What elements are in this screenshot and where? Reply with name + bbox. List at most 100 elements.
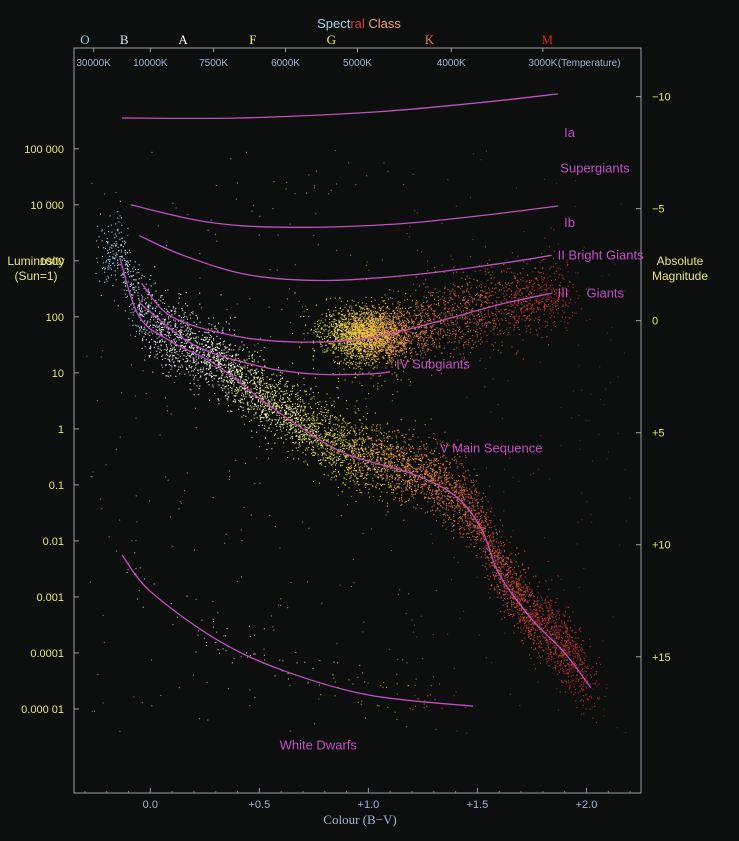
star-point xyxy=(289,398,291,400)
star-point xyxy=(189,329,191,331)
star-point xyxy=(585,667,587,669)
star-point xyxy=(204,362,206,364)
star-point xyxy=(320,459,322,461)
star-point xyxy=(312,413,314,415)
star-point xyxy=(401,498,403,500)
star-point xyxy=(238,379,240,381)
star-point xyxy=(216,343,218,345)
star-point xyxy=(470,497,472,499)
star-point xyxy=(467,514,469,516)
star-point xyxy=(451,487,453,489)
star-point xyxy=(292,412,294,414)
star-point xyxy=(521,619,523,621)
star-point xyxy=(184,325,186,327)
star-point xyxy=(479,512,481,514)
star-point xyxy=(473,490,475,492)
star-point xyxy=(359,451,361,453)
star-point xyxy=(582,668,584,670)
star-point xyxy=(280,423,282,425)
star-point xyxy=(279,428,281,430)
star-point xyxy=(107,266,109,268)
star-point xyxy=(526,620,528,622)
star-point xyxy=(450,518,452,520)
star-point xyxy=(225,355,227,357)
star-point xyxy=(479,530,481,532)
star-point xyxy=(340,465,342,467)
star-point xyxy=(507,579,509,581)
star-point xyxy=(270,409,272,411)
star-point xyxy=(245,393,247,395)
star-point xyxy=(427,497,429,499)
star-point xyxy=(328,432,330,434)
star-point xyxy=(356,452,358,454)
star-point xyxy=(478,492,480,494)
star-point xyxy=(285,382,287,384)
star-point xyxy=(344,484,346,486)
star-point xyxy=(141,313,143,315)
star-point xyxy=(517,588,519,590)
star-point xyxy=(138,308,140,310)
star-point xyxy=(185,329,187,331)
star-point xyxy=(543,614,545,616)
star-point xyxy=(284,413,286,415)
star-point xyxy=(260,417,262,419)
star-point xyxy=(371,429,373,431)
star-point xyxy=(385,448,387,450)
star-point xyxy=(387,448,389,450)
star-point xyxy=(308,403,310,405)
star-point xyxy=(442,483,444,485)
star-point xyxy=(147,305,149,307)
star-point xyxy=(198,388,200,390)
star-point xyxy=(546,660,548,662)
star-point xyxy=(268,391,270,393)
star-point xyxy=(341,426,343,428)
star-point xyxy=(321,455,323,457)
star-point xyxy=(459,506,461,508)
star-point xyxy=(190,330,192,332)
star-point xyxy=(164,318,166,320)
star-point xyxy=(248,370,250,372)
star-point xyxy=(353,481,355,483)
star-point xyxy=(292,403,294,405)
star-point xyxy=(230,363,232,365)
star-point xyxy=(257,371,259,373)
star-point xyxy=(337,434,339,436)
star-point xyxy=(213,348,215,350)
star-point xyxy=(476,540,478,542)
star-point xyxy=(212,356,214,358)
star-point xyxy=(411,466,413,468)
star-point xyxy=(267,396,269,398)
star-point xyxy=(195,374,197,376)
star-point xyxy=(539,605,541,607)
star-point xyxy=(462,489,464,491)
star-point xyxy=(257,399,259,401)
star-point xyxy=(168,371,170,373)
star-point xyxy=(299,431,301,433)
star-point xyxy=(415,491,417,493)
star-point xyxy=(334,440,336,442)
star-point xyxy=(241,374,243,376)
star-point xyxy=(324,466,326,468)
star-point xyxy=(464,493,466,495)
star-point xyxy=(262,398,264,400)
star-point xyxy=(444,496,446,498)
star-point xyxy=(252,398,254,400)
star-point xyxy=(343,445,345,447)
star-point xyxy=(402,490,404,492)
star-point xyxy=(196,349,198,351)
star-point xyxy=(400,504,402,506)
star-point xyxy=(232,375,234,377)
star-point xyxy=(267,419,269,421)
star-point xyxy=(174,313,176,315)
star-point xyxy=(545,605,547,607)
star-point xyxy=(460,536,462,538)
star-point xyxy=(219,377,221,379)
star-point xyxy=(427,496,429,498)
star-point xyxy=(548,620,550,622)
star-point xyxy=(468,525,470,527)
star-point xyxy=(303,409,305,411)
star-point xyxy=(462,483,464,485)
star-point xyxy=(141,327,143,329)
star-point xyxy=(325,434,327,436)
star-point xyxy=(168,358,170,360)
